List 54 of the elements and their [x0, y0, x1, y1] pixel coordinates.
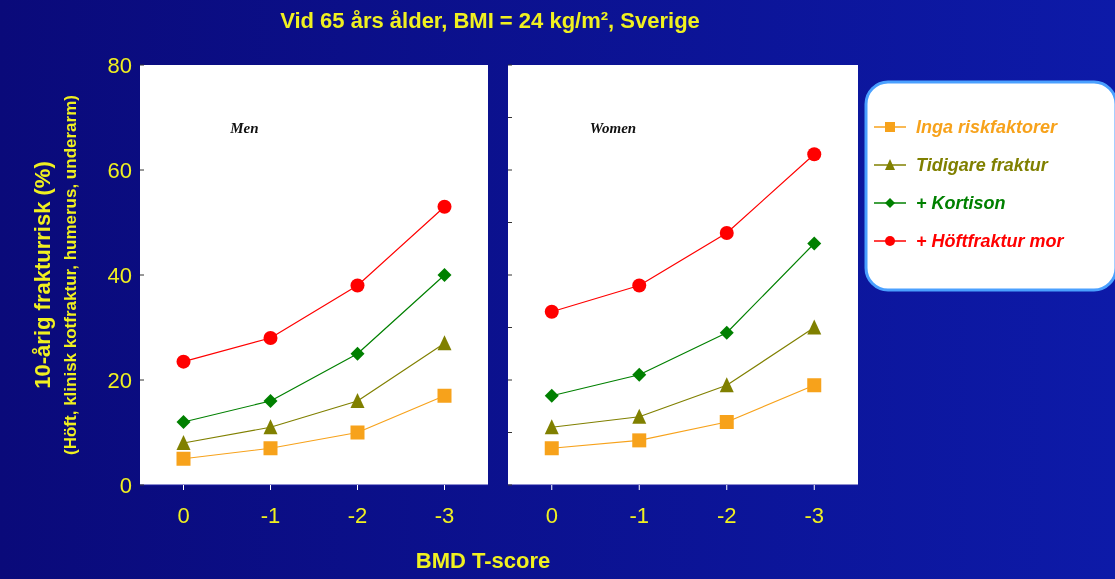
point — [176, 451, 191, 466]
x-tick-label: -1 — [629, 503, 650, 528]
point — [263, 331, 278, 345]
point — [176, 435, 191, 450]
x-axis-title: BMD T-score — [415, 548, 551, 573]
point — [350, 346, 365, 361]
legend-label: + Höftfraktur mor — [916, 231, 1065, 252]
point — [263, 441, 278, 456]
point — [176, 415, 191, 429]
point — [632, 367, 647, 382]
point — [719, 377, 734, 393]
legend-label: Tidigare fraktur — [916, 155, 1049, 176]
point — [544, 388, 559, 403]
annotation: Men — [229, 120, 259, 136]
point — [437, 335, 452, 351]
legend-label: + Kortison — [916, 193, 1006, 214]
point — [719, 325, 734, 340]
point — [807, 378, 822, 393]
x-tick-label: -1 — [260, 503, 281, 528]
point — [437, 199, 452, 214]
point — [807, 147, 822, 162]
y-tick-label: 80 — [107, 52, 132, 78]
point — [350, 425, 365, 440]
annotation: Women — [589, 120, 637, 136]
x-tick-label: 0 — [545, 503, 558, 528]
point — [719, 226, 734, 240]
point — [350, 278, 365, 293]
point — [807, 236, 822, 251]
x-tick-label: -3 — [804, 503, 825, 528]
point — [437, 388, 452, 403]
point — [176, 354, 191, 369]
point — [263, 394, 278, 408]
x-tick-label: 0 — [177, 503, 190, 528]
legend-label: Inga riskfaktorer — [916, 117, 1059, 138]
point — [719, 415, 734, 429]
y-axis-title: 10-årig frakturrisk (%) (Höft, klinisk kotfraktur, humerus, underarm) — [30, 95, 80, 455]
point — [632, 433, 647, 448]
point — [437, 268, 452, 282]
point — [632, 408, 647, 424]
point — [350, 393, 365, 408]
x-tick-label: -2 — [347, 503, 368, 528]
point — [544, 419, 559, 435]
point — [807, 319, 822, 335]
point — [544, 304, 559, 319]
point — [263, 419, 278, 435]
y-tick-label: 0 — [119, 472, 132, 498]
chart-title: Vid 65 års ålder, BMI = 24 kg/m², Sverige — [280, 8, 700, 33]
point — [544, 441, 559, 456]
x-tick-label: -3 — [434, 503, 455, 528]
y-tick-label: 60 — [107, 157, 132, 183]
x-tick-label: -2 — [716, 503, 737, 528]
y-tick-label: 20 — [107, 367, 132, 393]
point — [632, 278, 647, 293]
y-tick-label: 40 — [107, 262, 132, 288]
